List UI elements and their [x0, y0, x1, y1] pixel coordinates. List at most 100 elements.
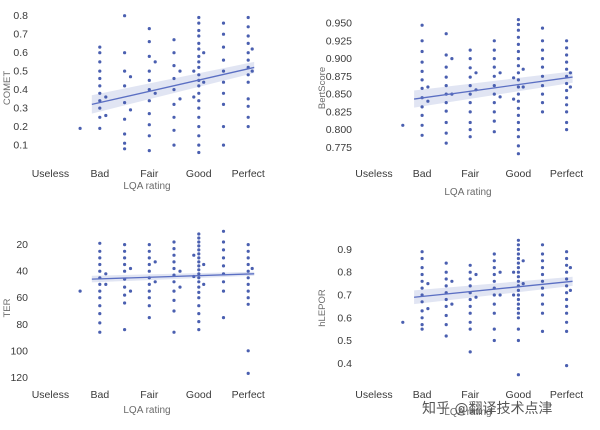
data-point [540, 84, 545, 88]
data-point [516, 128, 521, 132]
data-point [197, 264, 201, 268]
data-point [250, 47, 254, 51]
data-point [565, 291, 569, 295]
data-point [568, 266, 573, 270]
data-point [468, 48, 472, 52]
y-axis-label: TER [2, 298, 13, 317]
y-tick-label: 0.1 [13, 140, 28, 152]
data-point [444, 284, 448, 288]
data-point [516, 144, 521, 148]
data-point [540, 65, 545, 69]
data-point [197, 312, 201, 316]
data-point [540, 26, 545, 30]
data-point [98, 256, 102, 260]
data-point [450, 57, 454, 61]
data-point [516, 85, 521, 89]
data-point [468, 128, 472, 132]
data-point [98, 76, 102, 81]
y-tick-label: 100 [10, 345, 28, 357]
x-tick-label: Bad [91, 168, 110, 180]
data-point [98, 126, 102, 130]
data-point [450, 279, 454, 283]
data-point [147, 316, 151, 320]
data-point [540, 279, 545, 283]
data-point [565, 250, 569, 254]
data-point [540, 329, 545, 333]
chart-ter: 20 40 60 80 100 120 Useless Bad Fair Good Perfect T… [2, 229, 265, 416]
data-point [153, 260, 157, 264]
data-point [565, 320, 569, 324]
data-point [246, 269, 250, 273]
data-point [565, 88, 569, 93]
y-tick-label: 0.9 [337, 244, 352, 256]
data-point [246, 289, 250, 293]
data-point [426, 85, 430, 89]
data-point [468, 75, 472, 79]
data-point [565, 270, 569, 274]
data-point [246, 349, 250, 353]
data-point [147, 78, 151, 82]
data-point [444, 131, 448, 135]
data-point [516, 293, 521, 297]
data-point [565, 304, 569, 308]
data-point [498, 95, 502, 99]
data-point [197, 272, 201, 276]
data-point [516, 135, 521, 139]
data-point [98, 51, 102, 55]
data-point [516, 152, 521, 156]
data-point [178, 269, 182, 273]
x-tick-label: Fair [461, 168, 480, 180]
data-point [420, 266, 424, 270]
y-tick-label: 120 [10, 372, 28, 384]
data-point [147, 269, 151, 273]
data-point [78, 126, 82, 130]
data-point [498, 293, 502, 297]
data-point [123, 293, 127, 297]
data-point [98, 91, 102, 95]
data-point [246, 282, 250, 286]
y-tick-label: 0.2 [13, 121, 28, 133]
data-point [565, 103, 569, 107]
y-tick-label: 0.875 [326, 71, 352, 83]
data-point [521, 282, 525, 286]
data-point [401, 123, 405, 127]
data-point [197, 260, 201, 264]
data-point [516, 261, 521, 265]
data-point [197, 125, 201, 129]
data-point [426, 282, 430, 286]
data-point [492, 92, 496, 96]
data-point [98, 330, 102, 334]
data-point [192, 95, 196, 99]
data-point [246, 34, 250, 38]
y-tick-label: 0.7 [13, 29, 28, 41]
data-point [197, 248, 201, 252]
data-point [565, 67, 569, 71]
data-point [565, 96, 569, 100]
data-point [250, 69, 254, 73]
data-point [197, 28, 201, 33]
data-point [540, 311, 545, 315]
data-point [123, 84, 127, 88]
data-point [540, 92, 545, 96]
data-point [172, 289, 176, 293]
data-point [492, 266, 496, 270]
data-point [516, 247, 521, 251]
data-point [420, 286, 424, 290]
data-point [492, 84, 496, 88]
data-point [98, 269, 102, 273]
data-point [246, 80, 250, 84]
data-point [98, 60, 102, 64]
data-point [516, 266, 521, 270]
data-point [172, 280, 176, 284]
data-point [123, 256, 127, 260]
data-point [420, 279, 424, 283]
data-point [192, 69, 196, 73]
data-point [246, 58, 250, 62]
x-tick-label: Bad [91, 389, 110, 401]
data-point [246, 125, 250, 129]
data-point [246, 249, 250, 253]
data-point [516, 327, 521, 331]
data-point [516, 302, 521, 306]
y-tick-label: 0.3 [13, 103, 28, 115]
